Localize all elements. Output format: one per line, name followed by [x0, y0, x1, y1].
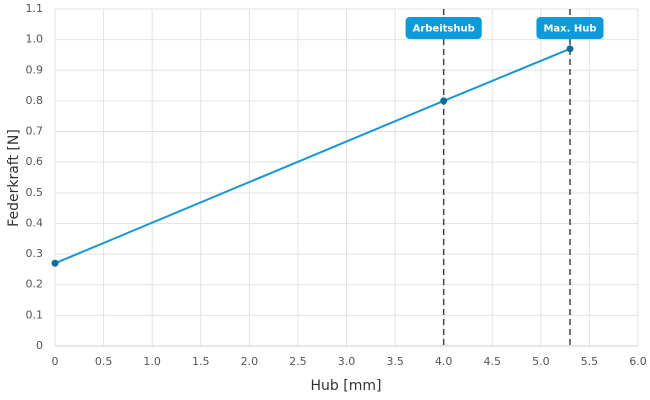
y-tick-label: 0.7 — [26, 125, 44, 138]
x-tick-label: 4.5 — [484, 355, 502, 368]
point — [566, 45, 574, 53]
y-tick-label: 0.2 — [26, 278, 44, 291]
x-tick-label: 3.5 — [386, 355, 404, 368]
x-tick-label: 1.5 — [192, 355, 210, 368]
point — [51, 259, 59, 267]
annotation-label: Max. Hub — [543, 24, 596, 35]
x-tick-label: 0.5 — [95, 355, 113, 368]
annotation-box — [536, 17, 604, 39]
point — [440, 97, 448, 105]
y-tick-label: 1.0 — [26, 33, 44, 46]
x-tick-label: 2.5 — [289, 355, 307, 368]
x-tick-label: 3.0 — [338, 355, 356, 368]
y-tick-label: 0.9 — [26, 63, 44, 76]
annotation-label: Arbeitshub — [413, 24, 475, 35]
x-tick-label: 0 — [52, 355, 59, 368]
y-tick-label: 0.8 — [26, 94, 44, 107]
y-tick-label: 0.6 — [26, 155, 44, 168]
y-tick-label: 0.1 — [26, 308, 44, 321]
x-axis-label: Hub [mm] — [311, 378, 382, 394]
x-tick-label: 5.0 — [532, 355, 550, 368]
y-tick-label: 0.3 — [26, 247, 44, 260]
y-tick-label: 0 — [36, 339, 43, 352]
y-tick-label: 1.1 — [26, 2, 44, 15]
x-tick-label: 5.5 — [581, 355, 599, 368]
y-axis-label: Federkraft [N] — [6, 129, 22, 227]
x-tick-label: 1.0 — [143, 355, 161, 368]
y-tick-label: 0.5 — [26, 186, 44, 199]
x-tick-label: 2.0 — [241, 355, 259, 368]
x-tick-label: 4.0 — [435, 355, 453, 368]
x-tick-label: 6.0 — [629, 355, 647, 368]
y-tick-label: 0.4 — [26, 216, 44, 229]
annotation-box — [405, 17, 482, 39]
